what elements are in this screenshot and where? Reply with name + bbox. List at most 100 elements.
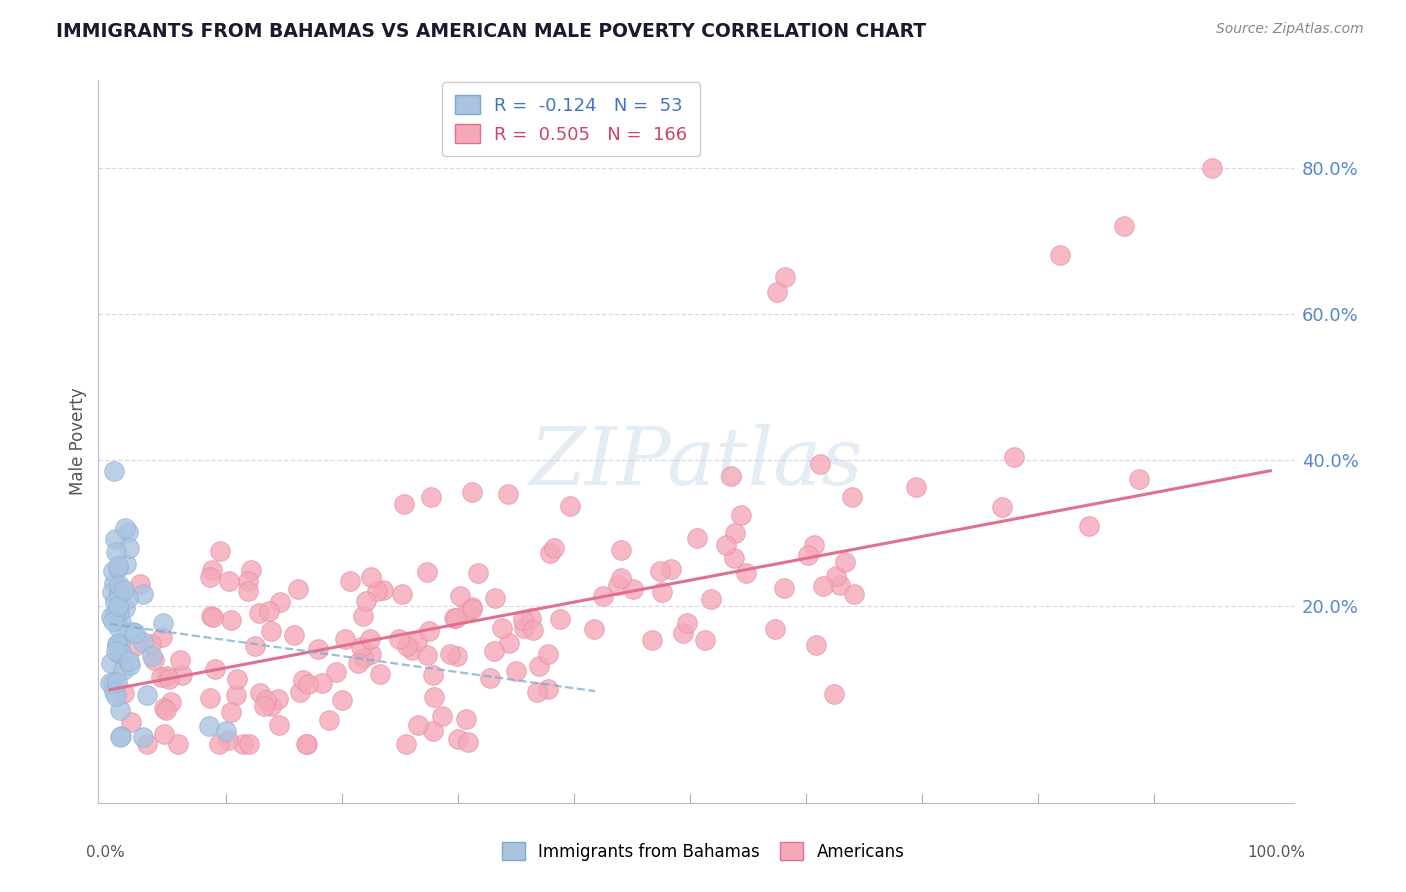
Point xyxy=(498,636,520,650)
Point xyxy=(443,611,465,625)
Point xyxy=(823,687,845,701)
Point xyxy=(110,615,132,629)
Point xyxy=(118,654,141,668)
Point xyxy=(651,585,673,599)
Point xyxy=(107,620,129,634)
Point xyxy=(200,609,222,624)
Point xyxy=(834,556,856,570)
Point xyxy=(693,632,716,647)
Text: IMMIGRANTS FROM BAHAMAS VS AMERICAN MALE POVERTY CORRELATION CHART: IMMIGRANTS FROM BAHAMAS VS AMERICAN MALE… xyxy=(56,22,927,41)
Point xyxy=(560,499,582,513)
Point xyxy=(1201,161,1223,175)
Point xyxy=(287,582,309,596)
Point xyxy=(808,457,831,471)
Point xyxy=(307,642,329,657)
Point xyxy=(496,487,519,501)
Text: ZIPatlas: ZIPatlas xyxy=(529,425,863,502)
Point xyxy=(108,587,131,601)
Point xyxy=(295,738,318,752)
Point xyxy=(1112,219,1135,234)
Point xyxy=(444,611,467,625)
Point xyxy=(841,490,863,504)
Point xyxy=(648,565,671,579)
Point xyxy=(522,623,544,637)
Point xyxy=(197,719,219,733)
Point xyxy=(238,738,260,752)
Point xyxy=(484,591,506,606)
Point xyxy=(132,634,155,648)
Point xyxy=(204,662,226,676)
Point xyxy=(104,594,127,608)
Point xyxy=(155,703,177,717)
Legend: Immigrants from Bahamas, Americans: Immigrants from Bahamas, Americans xyxy=(495,836,911,868)
Point xyxy=(219,705,242,719)
Point xyxy=(592,589,614,603)
Point xyxy=(103,564,125,578)
Point xyxy=(114,521,136,535)
Text: 100.0%: 100.0% xyxy=(1247,845,1306,860)
Point xyxy=(724,525,747,540)
Point xyxy=(825,569,848,583)
Point xyxy=(142,653,165,667)
Point xyxy=(260,624,283,639)
Point xyxy=(368,667,391,681)
Point xyxy=(346,657,368,671)
Point xyxy=(153,701,176,715)
Point xyxy=(129,577,152,591)
Point xyxy=(112,685,135,699)
Point xyxy=(526,684,548,698)
Point xyxy=(456,605,478,619)
Point xyxy=(103,675,125,690)
Point xyxy=(773,270,796,285)
Legend: R =  -0.124   N =  53, R =  0.505   N =  166: R = -0.124 N = 53, R = 0.505 N = 166 xyxy=(441,82,700,156)
Point xyxy=(254,693,277,707)
Point xyxy=(395,738,418,752)
Point xyxy=(215,724,238,739)
Point xyxy=(1077,519,1099,533)
Point xyxy=(842,587,865,601)
Point xyxy=(396,639,419,653)
Point xyxy=(114,601,136,615)
Point xyxy=(339,574,361,589)
Point xyxy=(828,578,851,592)
Point xyxy=(108,703,131,717)
Point xyxy=(156,668,179,682)
Point xyxy=(226,672,249,686)
Point xyxy=(172,668,194,682)
Point xyxy=(422,690,444,704)
Point xyxy=(1049,248,1071,262)
Point xyxy=(150,631,173,645)
Point xyxy=(806,638,828,652)
Point xyxy=(416,648,439,662)
Point xyxy=(482,644,505,658)
Point xyxy=(120,715,142,730)
Point xyxy=(105,689,128,703)
Point xyxy=(446,648,468,663)
Point xyxy=(359,632,381,646)
Point xyxy=(103,607,125,622)
Point xyxy=(107,559,129,574)
Point xyxy=(447,732,470,747)
Point xyxy=(236,574,259,589)
Point xyxy=(288,685,311,699)
Point xyxy=(107,674,129,689)
Point xyxy=(1128,472,1150,486)
Point xyxy=(1002,450,1025,465)
Point xyxy=(659,562,682,576)
Point xyxy=(105,544,128,558)
Point xyxy=(537,647,560,661)
Point xyxy=(111,647,134,661)
Point xyxy=(107,577,129,591)
Point xyxy=(685,531,707,545)
Point xyxy=(108,636,131,650)
Point xyxy=(201,563,224,577)
Point xyxy=(136,738,159,752)
Point xyxy=(366,583,388,598)
Point xyxy=(461,599,484,614)
Point xyxy=(505,664,527,678)
Point xyxy=(136,689,159,703)
Point xyxy=(247,607,270,621)
Point xyxy=(105,637,128,651)
Point xyxy=(108,647,131,661)
Point xyxy=(311,676,333,690)
